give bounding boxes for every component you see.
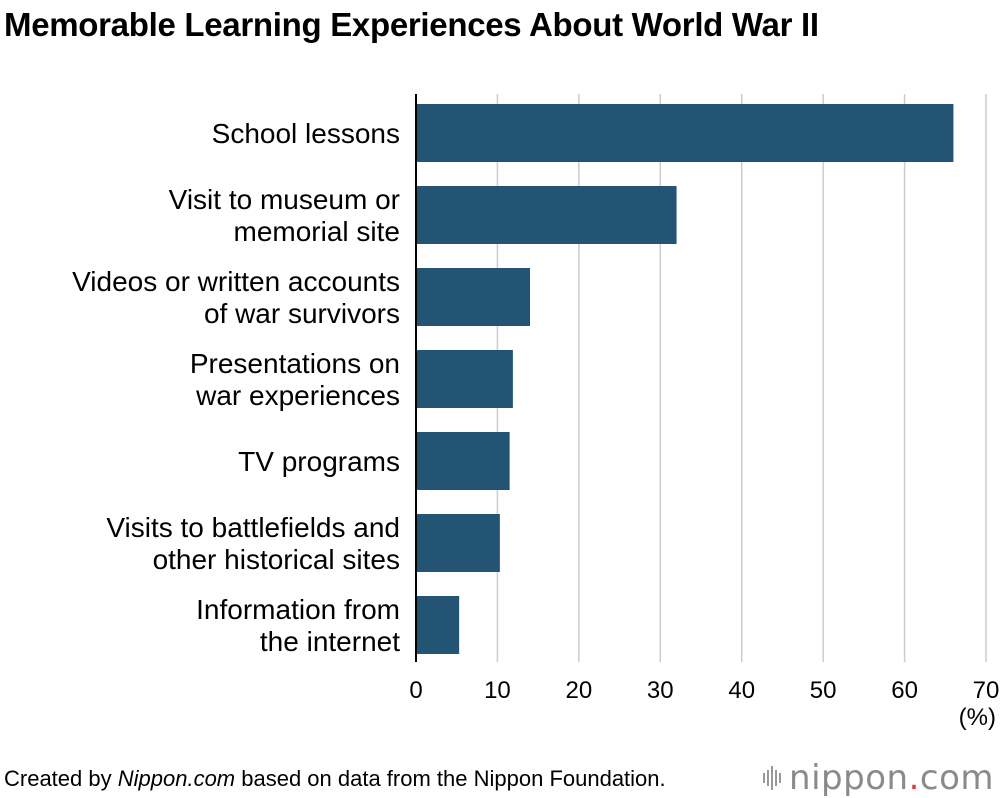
logo-wordmark: nippon.com: [789, 758, 994, 798]
logo-dot: .: [908, 758, 920, 798]
category-label-5: Visits to battlefields and other historic…: [106, 512, 400, 575]
category-label-4: TV programs: [238, 446, 400, 477]
x-tick-label-0: 0: [409, 677, 422, 704]
bar-5: [416, 514, 500, 572]
category-label-0: School lessons: [212, 118, 400, 149]
bar-2: [416, 268, 530, 326]
nippon-logo: nippon.com: [763, 758, 994, 798]
x-axis-ticks: 0 10 20 30 40 50 60 70: [409, 677, 999, 704]
x-tick-label-60: 60: [891, 677, 918, 704]
category-label-2: Videos or written accounts of war survivo…: [72, 266, 400, 329]
bar-1: [416, 186, 677, 244]
x-tick-label-70: 70: [973, 677, 1000, 704]
category-labels: School lessons Visit to museum or memorial…: [72, 118, 400, 657]
x-tick-label-10: 10: [484, 677, 511, 704]
source-footer: Created by Nippon.com based on data from…: [4, 766, 666, 792]
bar-3: [416, 350, 513, 408]
category-label-1: Visit to museum or memorial site: [169, 184, 400, 247]
gridlines: [496, 94, 987, 662]
bars: [416, 104, 954, 654]
bar-0: [416, 104, 954, 162]
x-tick-label-50: 50: [810, 677, 837, 704]
sound-bars-icon: [763, 766, 782, 790]
footer-suffix: based on data from the Nippon Foundation…: [235, 766, 666, 791]
bar-6: [416, 596, 460, 654]
x-tick-label-30: 30: [647, 677, 674, 704]
x-tick-label-20: 20: [566, 677, 593, 704]
unit-label: (%): [958, 704, 996, 731]
footer-prefix: Created by: [4, 766, 118, 791]
category-label-6: Information from the internet: [196, 594, 400, 657]
footer-source-site: Nippon.com: [117, 766, 236, 791]
bar-4: [416, 432, 510, 490]
x-tick-label-40: 40: [728, 677, 755, 704]
category-label-3: Presentations on war experiences: [190, 348, 400, 411]
chart-title: Memorable Learning Experiences About Wor…: [4, 6, 819, 43]
